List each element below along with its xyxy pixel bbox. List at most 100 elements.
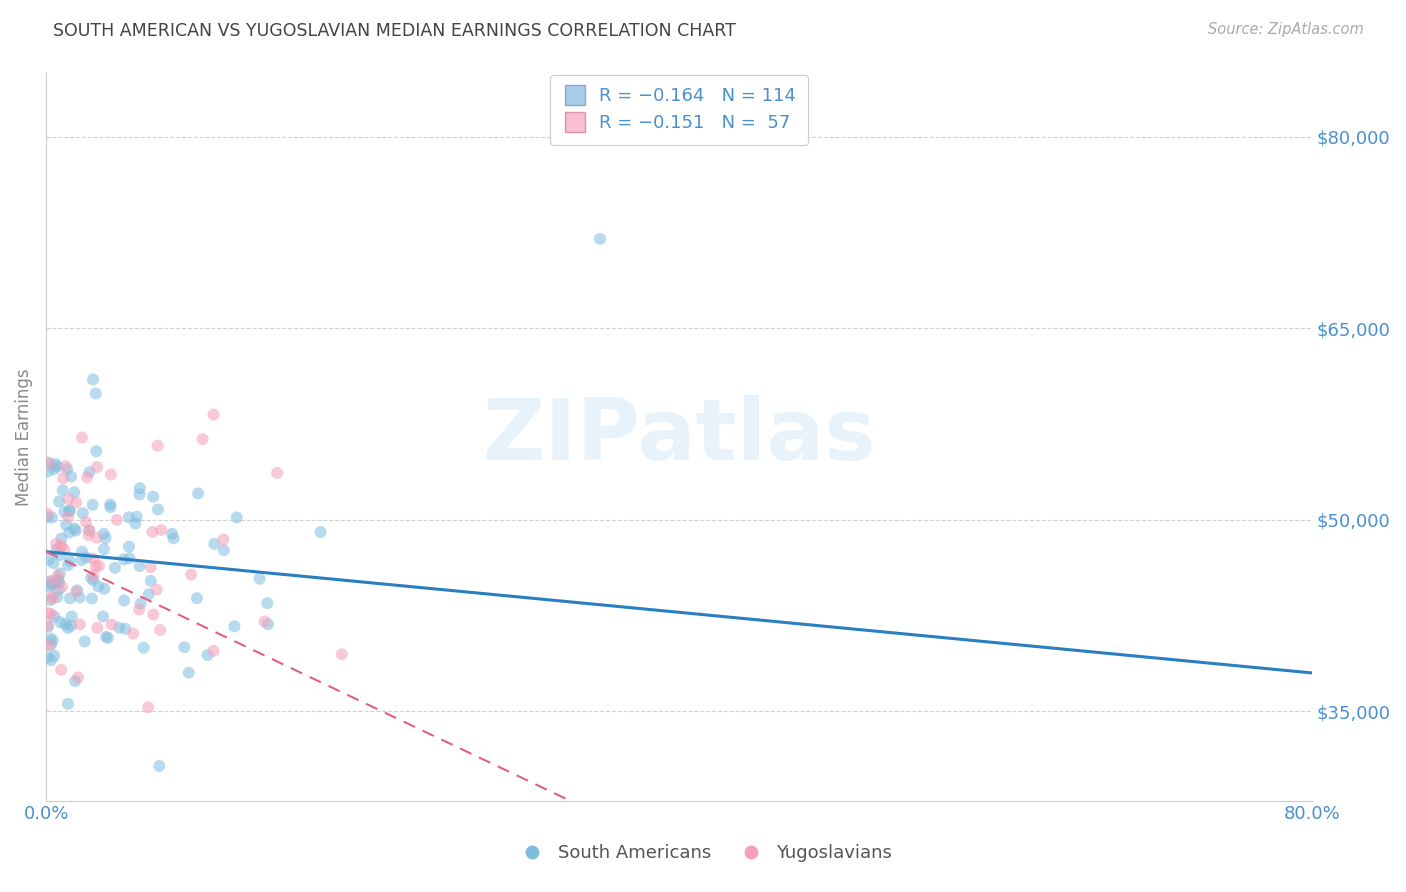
Point: [132, 640, 155, 655]
Point: [41, 574, 63, 588]
Point: [79, 465, 101, 479]
Point: [41, 510, 63, 524]
Point: [128, 487, 150, 501]
Point: [94, 531, 117, 545]
Point: [148, 759, 170, 773]
Point: [129, 597, 152, 611]
Text: ZIPatlas: ZIPatlas: [482, 395, 876, 478]
Point: [63, 522, 86, 536]
Point: [38, 638, 60, 652]
Point: [70, 430, 93, 444]
Point: [45, 457, 67, 471]
Point: [70, 553, 93, 567]
Point: [139, 560, 162, 574]
Point: [91, 609, 114, 624]
Point: [48, 494, 70, 508]
Point: [86, 531, 108, 545]
Point: [149, 623, 172, 637]
Y-axis label: Median Earnings: Median Earnings: [15, 368, 32, 506]
Point: [138, 587, 160, 601]
Point: [114, 622, 136, 636]
Point: [37, 618, 59, 632]
Point: [141, 524, 163, 539]
Point: [118, 540, 141, 554]
Point: [51, 663, 73, 677]
Point: [128, 602, 150, 616]
Point: [39, 593, 62, 607]
Point: [80, 591, 103, 606]
Point: [150, 523, 173, 537]
Point: [266, 466, 288, 480]
Point: [86, 460, 108, 475]
Point: [39, 653, 62, 667]
Point: [202, 537, 225, 551]
Point: [112, 593, 135, 607]
Point: [56, 558, 79, 572]
Point: [82, 574, 104, 588]
Point: [249, 572, 271, 586]
Point: [56, 462, 79, 476]
Point: [257, 617, 280, 632]
Point: [589, 232, 612, 246]
Legend: South Americans, Yugoslavians: South Americans, Yugoslavians: [508, 838, 898, 870]
Point: [76, 470, 98, 484]
Point: [49, 566, 72, 581]
Point: [225, 510, 247, 524]
Point: [56, 697, 79, 711]
Point: [49, 541, 72, 555]
Point: [177, 665, 200, 680]
Point: [94, 630, 117, 644]
Point: [87, 579, 110, 593]
Point: [93, 582, 115, 596]
Point: [38, 552, 60, 566]
Point: [46, 573, 69, 587]
Point: [118, 551, 141, 566]
Point: [84, 386, 107, 401]
Point: [58, 492, 80, 507]
Point: [59, 554, 82, 568]
Point: [212, 533, 235, 547]
Point: [202, 408, 225, 422]
Point: [191, 432, 214, 446]
Point: [45, 537, 67, 551]
Point: [44, 609, 66, 624]
Point: [66, 583, 89, 598]
Point: [39, 632, 62, 646]
Point: [52, 471, 75, 485]
Point: [187, 486, 209, 500]
Point: [37, 456, 59, 470]
Point: [55, 459, 77, 474]
Legend: R = −0.164   N = 114, R = −0.151   N =  57: R = −0.164 N = 114, R = −0.151 N = 57: [550, 75, 808, 145]
Point: [212, 543, 235, 558]
Point: [46, 568, 69, 582]
Point: [142, 490, 165, 504]
Point: [146, 439, 169, 453]
Point: [39, 577, 62, 591]
Point: [53, 617, 76, 632]
Point: [45, 542, 67, 557]
Point: [42, 462, 65, 476]
Point: [124, 516, 146, 531]
Point: [56, 621, 79, 635]
Point: [69, 591, 91, 605]
Point: [60, 609, 83, 624]
Point: [224, 619, 246, 633]
Point: [86, 621, 108, 635]
Point: [49, 615, 72, 630]
Point: [80, 571, 103, 585]
Point: [37, 510, 59, 524]
Point: [100, 500, 122, 515]
Point: [256, 596, 278, 610]
Point: [82, 551, 104, 566]
Point: [49, 548, 72, 562]
Point: [100, 617, 122, 632]
Point: [39, 574, 62, 589]
Point: [65, 584, 87, 599]
Point: [79, 523, 101, 537]
Point: [45, 576, 67, 591]
Point: [65, 524, 87, 538]
Text: SOUTH AMERICAN VS YUGOSLAVIAN MEDIAN EARNINGS CORRELATION CHART: SOUTH AMERICAN VS YUGOSLAVIAN MEDIAN EAR…: [53, 22, 737, 40]
Point: [125, 509, 148, 524]
Point: [93, 526, 115, 541]
Point: [55, 517, 77, 532]
